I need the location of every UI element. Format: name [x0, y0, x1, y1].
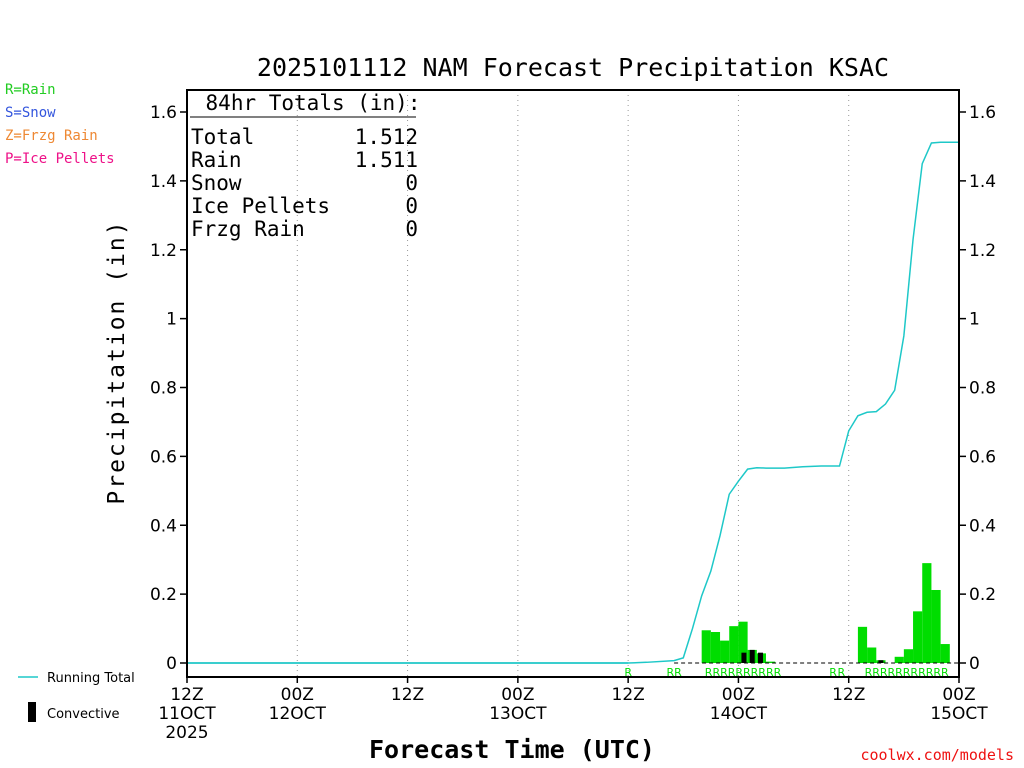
x-tick-label: 14OCT — [710, 704, 768, 724]
y-tick-label-left: 1 — [166, 310, 177, 330]
totals-label: Total — [191, 125, 254, 149]
x-tick-label: 12Z — [391, 685, 424, 705]
rain-bar — [710, 632, 721, 663]
running-total-legend-label: Running Total — [47, 671, 135, 686]
y-tick-label-right: 0.6 — [969, 447, 996, 467]
x-tick-label: 15OCT — [930, 704, 988, 724]
rain-bar — [701, 630, 711, 663]
rain-bar — [940, 644, 950, 663]
y-tick-label-left: 1.6 — [150, 103, 177, 123]
ptype-marker: RR — [666, 666, 682, 679]
plot-frame — [186, 89, 960, 678]
x-tick-label: 00Z — [722, 685, 755, 705]
x-tick-label: 12OCT — [269, 704, 327, 724]
y-tick-label-right: 1.2 — [969, 241, 996, 261]
chart-title: 2025101112 NAM Forecast Precipitation KS… — [257, 53, 889, 82]
y-tick-label-right: 1.4 — [969, 172, 996, 192]
y-tick-label-right: 0.4 — [969, 516, 996, 536]
x-tick-label: 00Z — [942, 685, 975, 705]
rain-bar — [738, 621, 748, 663]
totals-value: 0 — [405, 194, 418, 218]
x-tick-label: 2025 — [165, 723, 208, 743]
rain-bar — [894, 656, 904, 663]
x-tick-label: 13OCT — [489, 704, 547, 724]
rain-bar — [857, 626, 868, 663]
y-tick-label-left: 0.6 — [150, 447, 177, 467]
x-tick-label: 12Z — [612, 685, 645, 705]
y-tick-label-right: 0.8 — [969, 379, 996, 399]
totals-label: Frzg Rain — [191, 217, 305, 241]
ptype-marker: R — [829, 666, 837, 679]
totals-label: Snow — [191, 171, 242, 195]
ptype-marker: R — [624, 666, 632, 679]
site-credit: coolwx.com/models — [860, 746, 1014, 764]
x-tick-label: 11OCT — [158, 704, 216, 724]
totals-label: Ice Pellets — [191, 194, 330, 218]
y-tick-label-left: 1.2 — [150, 241, 177, 261]
convective-bar — [757, 652, 763, 663]
ptype-legend-item: Z=Frzg Rain — [5, 128, 98, 144]
convective-legend-label: Convective — [47, 707, 120, 722]
y-axis-label: Precipitation (in) — [104, 219, 130, 504]
ptype-marker: R — [838, 666, 846, 679]
ptype-legend-item: R=Rain — [5, 82, 56, 98]
rain-bar — [766, 661, 776, 663]
y-tick-label-right: 1.6 — [969, 103, 996, 123]
rain-bar — [922, 563, 932, 663]
y-tick-label-right: 0 — [969, 654, 980, 674]
y-tick-label-left: 0 — [166, 654, 177, 674]
rain-bar — [931, 589, 941, 663]
y-tick-label-right: 0.2 — [969, 585, 996, 605]
ptype-marker: RRRRRRRRRRR — [865, 666, 949, 679]
rain-bar — [720, 640, 730, 663]
rain-bar — [913, 611, 923, 663]
x-tick-label: 00Z — [501, 685, 534, 705]
x-tick-label: 12Z — [832, 685, 865, 705]
x-tick-label: 12Z — [170, 685, 203, 705]
totals-value: 1.511 — [355, 148, 418, 172]
ptype-legend-item: P=Ice Pellets — [5, 151, 115, 167]
rain-bar — [867, 647, 877, 663]
y-tick-label-left: 1.4 — [150, 172, 177, 192]
convective-legend-swatch — [28, 702, 36, 722]
y-tick-label-left: 0.2 — [150, 585, 177, 605]
ptype-legend-item: S=Snow — [5, 105, 56, 121]
convective-bar — [878, 660, 884, 663]
y-tick-label-left: 0.8 — [150, 379, 177, 399]
rain-bar — [729, 626, 739, 663]
running-total-line — [187, 141, 959, 664]
totals-value: 1.512 — [355, 125, 418, 149]
totals-header: 84hr Totals (in): — [206, 91, 421, 115]
y-tick-label-right: 1 — [969, 310, 980, 330]
convective-bar — [749, 649, 755, 663]
totals-label: Rain — [191, 148, 242, 172]
y-tick-label-left: 0.4 — [150, 516, 177, 536]
x-tick-label: 00Z — [281, 685, 314, 705]
totals-value: 0 — [405, 171, 418, 195]
ptype-marker: RRRRRRRRRR — [705, 666, 782, 679]
totals-value: 0 — [405, 217, 418, 241]
convective-bar — [741, 652, 747, 663]
x-axis-label: Forecast Time (UTC) — [369, 735, 655, 764]
rain-bar — [903, 649, 914, 663]
